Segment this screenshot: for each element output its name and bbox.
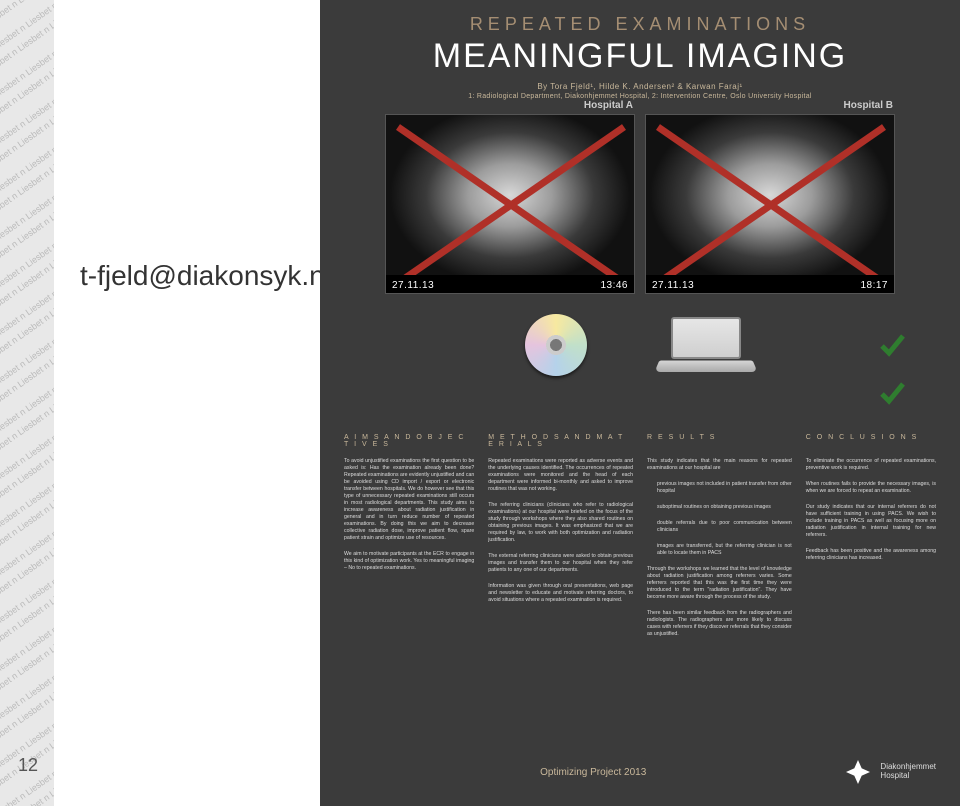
section-conclusions: C O N C L U S I O N S (806, 434, 936, 448)
section-aims: A I M S A N D O B J E C T I V E S (344, 434, 474, 448)
body-text: Information was given through oral prese… (488, 583, 633, 604)
body-text: suboptimal routines on obtaining previou… (657, 504, 792, 511)
body-text: The referring clinicians (clinicians who… (488, 502, 633, 544)
section-methods: M E T H O D S A N D M A T E R I A L S (488, 434, 633, 448)
poster-title: MEANINGFUL IMAGING (340, 37, 940, 76)
xray-a-date: 27.11.13 (392, 280, 434, 291)
poster-footer: Optimizing Project 2013 DiakonhjemmetHos… (320, 748, 960, 806)
body-text: Feedback has been positive and the aware… (806, 548, 936, 562)
xray-image-a: 27.11.13 13:46 (385, 114, 635, 294)
body-text: There has been similar feedback from the… (647, 610, 792, 638)
body-text: images are transferred, but the referrin… (657, 543, 792, 557)
laptop-icon (657, 317, 755, 373)
poster: REPEATED EXAMINATIONS MEANINGFUL IMAGING… (320, 0, 960, 806)
body-text: To eliminate the occurrence of repeated … (806, 458, 936, 472)
xray-image-b: 27.11.13 18:17 (645, 114, 895, 294)
col-methods: Repeated examinations were reported as a… (488, 458, 633, 638)
checkmarks (879, 332, 905, 406)
poster-byline: By Tora Fjeld¹, Hilde K. Andersen² & Kar… (340, 82, 940, 91)
col-aims: To avoid unjustified examinations the fi… (344, 458, 474, 638)
xray-b-time: 18:17 (860, 280, 888, 291)
xray-b-date: 27.11.13 (652, 280, 694, 291)
poster-affiliation: 1: Radiological Department, Diakonhjemme… (340, 93, 940, 100)
section-headings: A I M S A N D O B J E C T I V E S M E T … (320, 386, 960, 452)
xray-a-time: 13:46 (600, 280, 628, 291)
body-text: When routines fails to provide the neces… (806, 481, 936, 495)
section-results: R E S U L T S (647, 434, 792, 448)
red-x-icon (646, 115, 895, 294)
body-text: The external referring clinicians were a… (488, 553, 633, 574)
body-text: This study indicates that the main reaso… (647, 458, 792, 472)
hospital-logo: DiakonhjemmetHospital (842, 756, 936, 788)
poster-header: REPEATED EXAMINATIONS MEANINGFUL IMAGING… (320, 0, 960, 108)
body-text: Through the workshops we learned that th… (647, 566, 792, 601)
red-x-icon (386, 115, 635, 294)
contact-email: t-fjeld@diakonsyk.no (80, 260, 340, 292)
maltese-cross-icon (842, 756, 874, 788)
check-icon (879, 380, 905, 406)
xray-row: Hospital A 27.11.13 13:46 Hospital B 27.… (320, 108, 960, 294)
xray-cell-a: Hospital A 27.11.13 13:46 (385, 114, 635, 294)
check-icon (879, 332, 905, 358)
body-text: previous images not included in patient … (657, 481, 792, 495)
footer-label: Optimizing Project 2013 (540, 767, 646, 778)
hospital-b-label: Hospital B (844, 100, 893, 111)
col-conclusions: To eliminate the occurrence of repeated … (806, 458, 936, 638)
body-text: Our study indicates that our internal re… (806, 504, 936, 539)
hospital-a-label: Hospital A (584, 100, 633, 111)
body-text: Repeated examinations were reported as a… (488, 458, 633, 493)
transfer-icons (320, 294, 960, 386)
body-text: double referrals due to poor communicati… (657, 520, 792, 534)
body-text: We aim to motivate participants at the E… (344, 551, 474, 572)
body-text: To avoid unjustified examinations the fi… (344, 458, 474, 542)
col-results: This study indicates that the main reaso… (647, 458, 792, 638)
xray-cell-b: Hospital B 27.11.13 18:17 (645, 114, 895, 294)
cd-icon (525, 314, 587, 376)
body-columns: To avoid unjustified examinations the fi… (320, 452, 960, 648)
poster-kicker: REPEATED EXAMINATIONS (340, 14, 940, 35)
page-number: 12 (18, 755, 38, 776)
watermark-strip: // generate rows later after data parsed… (0, 0, 54, 806)
hospital-name: DiakonhjemmetHospital (880, 763, 936, 781)
